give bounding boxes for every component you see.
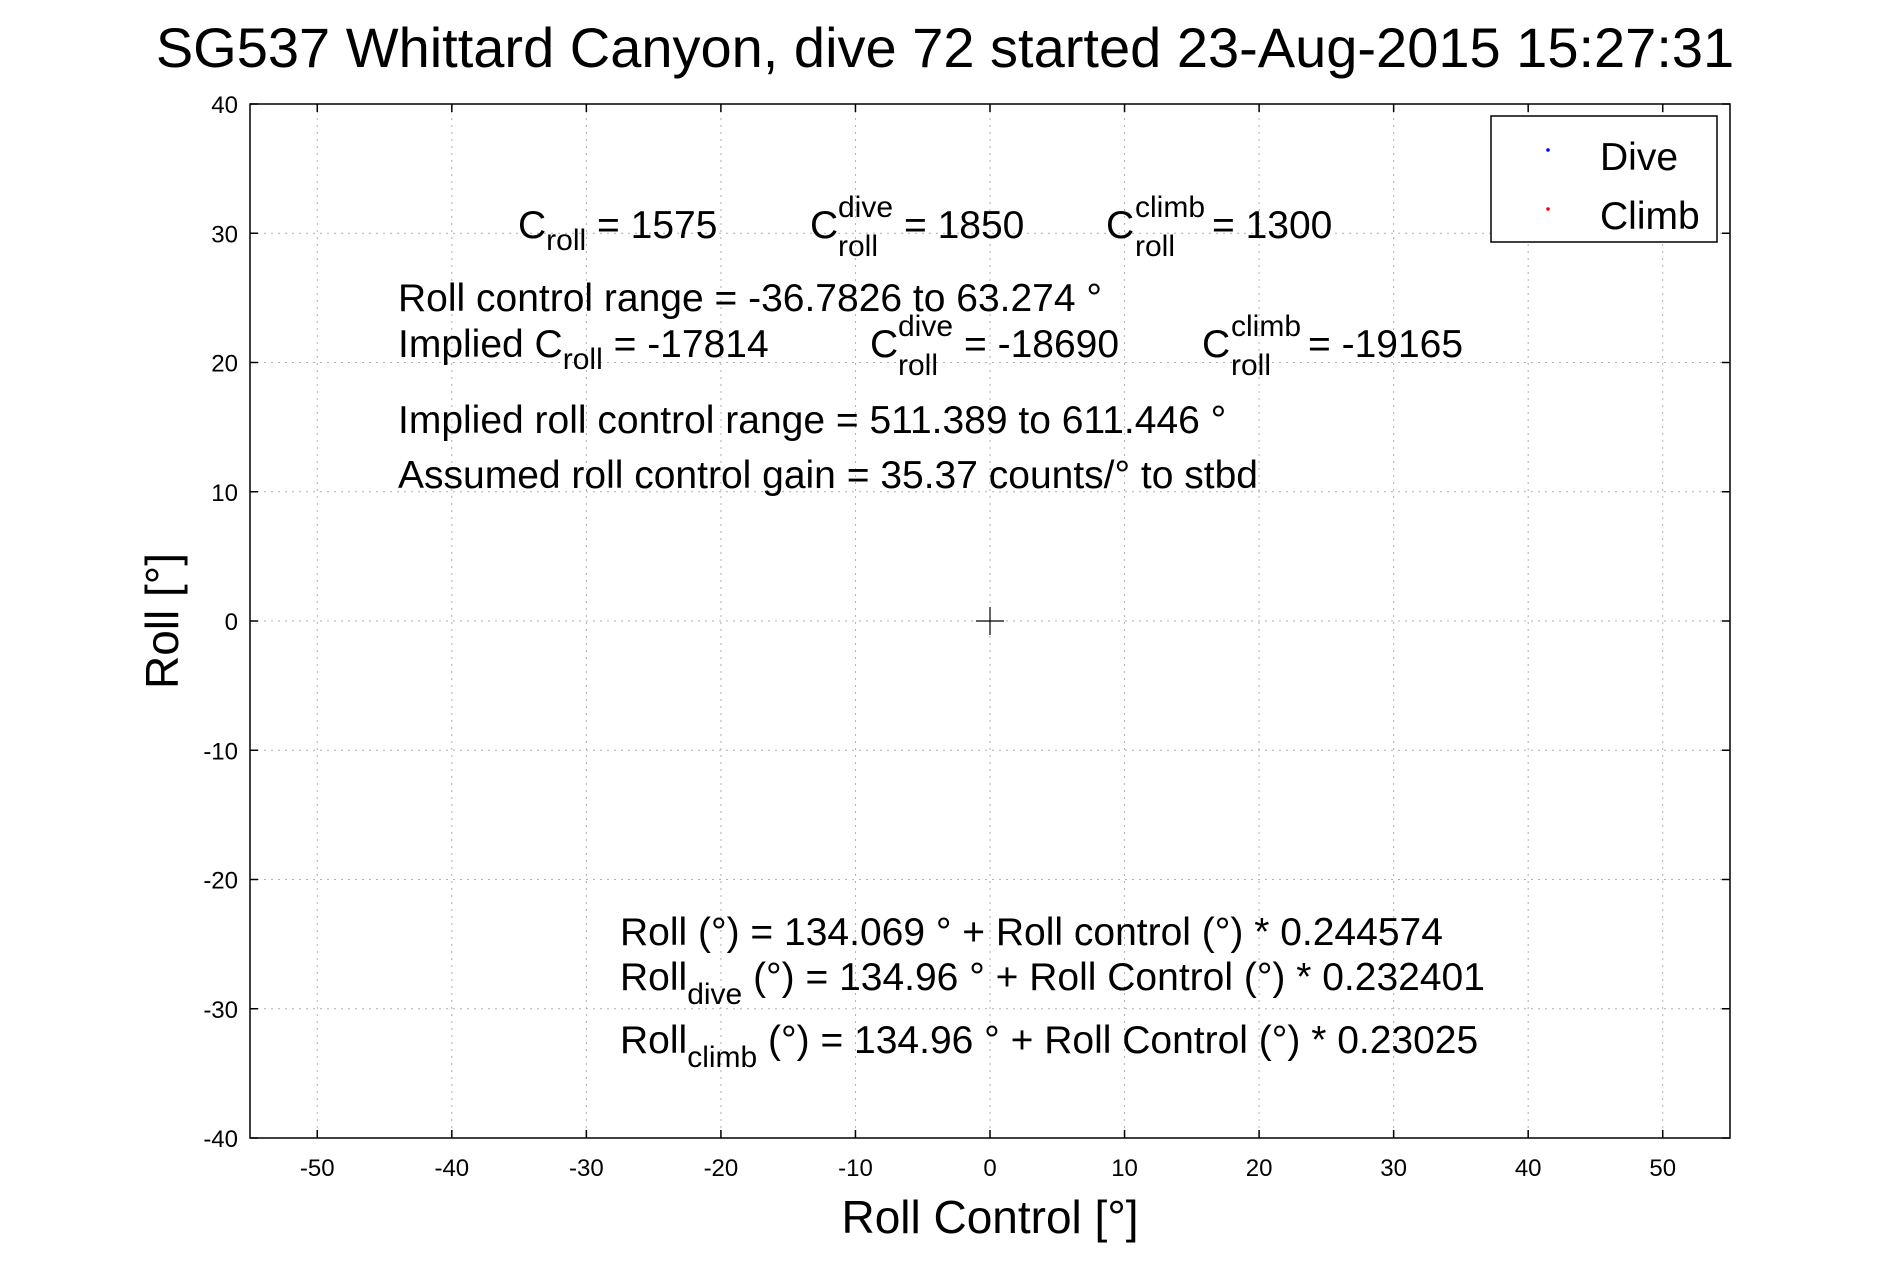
x-tick-label: 10 — [1111, 1155, 1138, 1182]
y-axis-label: Roll [°] — [136, 553, 188, 689]
x-axis-label: Roll Control [°] — [841, 1191, 1138, 1243]
x-tick-label: 40 — [1515, 1155, 1542, 1182]
legend-marker-climb — [1546, 207, 1550, 211]
legend-marker-dive — [1546, 148, 1550, 152]
y-tick-label: -10 — [203, 738, 238, 765]
x-tick-label: 50 — [1649, 1155, 1676, 1182]
annotation-c-roll-climb-sup: climb — [1135, 191, 1205, 224]
x-tick-label: 0 — [983, 1155, 996, 1182]
annotation-c-roll-climb-sub: roll — [1135, 230, 1175, 263]
annotation-implied-c-roll-dive-sup: dive — [898, 310, 953, 343]
annotation-c-roll-dive-sub: roll — [838, 230, 878, 263]
legend-entry-climb: Climb — [1600, 195, 1700, 238]
annotation-c-roll-dive-value: = 1850 — [904, 204, 1024, 247]
annotation-c-roll-climb-value: = 1300 — [1212, 204, 1332, 247]
y-tick-label: -40 — [203, 1126, 238, 1153]
tick-labels: -50 -40 -30 -20 -10 0 10 20 30 40 50 -40 -30 -20 -10 0 1… — [203, 92, 1676, 1182]
x-tick-label: -50 — [300, 1155, 335, 1182]
origin-marker — [976, 607, 1004, 635]
legend-box — [1490, 115, 1718, 243]
y-tick-label: -30 — [203, 997, 238, 1024]
annotation-roll-control-range: Roll control range = -36.7826 to 63.274 … — [398, 277, 1102, 320]
annotation-c-roll-dive: C — [810, 204, 838, 247]
legend-entry-dive: Dive — [1600, 136, 1678, 179]
annotation-implied-range: Implied roll control range = 511.389 to … — [398, 399, 1226, 442]
grid — [250, 104, 1730, 1138]
annotation-fit-dive: Rolldive (°) = 134.96 ° + Roll Control (… — [620, 956, 1485, 1011]
legend: Dive Climb — [1490, 115, 1718, 243]
y-tick-label: 0 — [225, 609, 238, 636]
annotations: Croll = 1575 C dive roll = 1850 C climb … — [398, 191, 1485, 1074]
annotation-c-roll-climb: C — [1106, 204, 1134, 247]
annotation-implied-c-roll-dive: C — [870, 323, 898, 366]
annotation-implied-c-roll-climb-sub: roll — [1231, 349, 1271, 382]
annotation-implied-c-roll: Implied Croll = -17814 — [398, 323, 769, 376]
x-tick-label: -10 — [838, 1155, 873, 1182]
annotation-c-roll-dive-sup: dive — [838, 191, 893, 224]
y-tick-label: 40 — [211, 92, 238, 119]
annotation-fit-climb: Rollclimb (°) = 134.96 ° + Roll Control … — [620, 1019, 1478, 1074]
annotation-implied-c-roll-dive-value: = -18690 — [964, 323, 1119, 366]
annotation-fit-all: Roll (°) = 134.069 ° + Roll control (°) … — [620, 911, 1443, 954]
annotation-implied-c-roll-climb: C — [1202, 323, 1230, 366]
y-tick-label: 20 — [211, 351, 238, 378]
annotation-c-roll: Croll = 1575 — [518, 204, 717, 257]
x-tick-label: -30 — [569, 1155, 604, 1182]
annotation-implied-c-roll-dive-sub: roll — [898, 349, 938, 382]
annotation-implied-c-roll-climb-sup: climb — [1231, 310, 1301, 343]
plot-frame — [249, 103, 1731, 1139]
x-tick-label: -20 — [704, 1155, 739, 1182]
annotation-implied-c-roll-climb-value: = -19165 — [1308, 323, 1463, 366]
y-tick-label: 10 — [211, 480, 238, 507]
x-tick-label: 30 — [1380, 1155, 1407, 1182]
chart-title: SG537 Whittard Canyon, dive 72 started 2… — [156, 16, 1734, 79]
annotation-assumed-gain: Assumed roll control gain = 35.37 counts… — [398, 454, 1258, 497]
x-tick-label: 20 — [1246, 1155, 1273, 1182]
y-tick-label: -20 — [203, 868, 238, 895]
y-tick-label: 30 — [211, 221, 238, 248]
x-tick-label: -40 — [434, 1155, 469, 1182]
